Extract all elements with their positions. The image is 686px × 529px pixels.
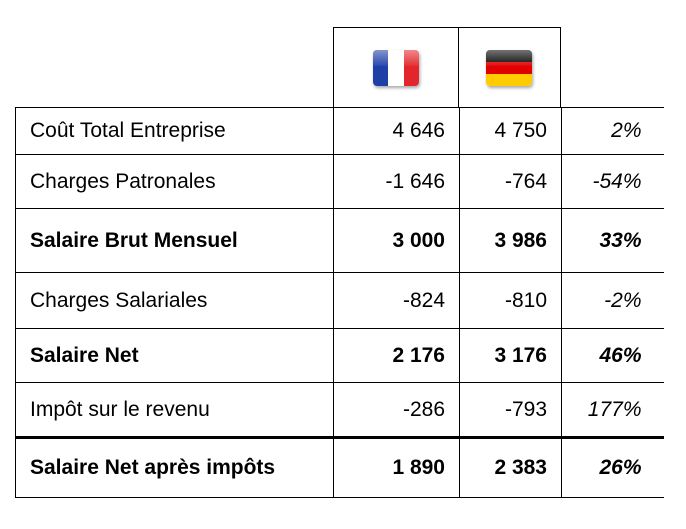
difference-percent: 177% (561, 382, 664, 438)
german-flag-icon (486, 50, 532, 86)
france-value: 4 646 (333, 107, 460, 155)
france-value: -824 (333, 272, 460, 329)
row-label: Salaire Brut Mensuel (15, 208, 334, 273)
france-value: -1 646 (333, 154, 460, 209)
france-value: 1 890 (333, 436, 460, 498)
table-row: Charges Salariales -824 -810 -2% (15, 272, 664, 329)
table-row: Impôt sur le revenu -286 -793 177% (15, 382, 664, 438)
table-row: Charges Patronales -1 646 -764 -54% (15, 154, 664, 209)
difference-percent: -54% (561, 154, 664, 209)
france-value: 3 000 (333, 208, 460, 273)
france-value: -286 (333, 382, 460, 438)
germany-header-cell (459, 27, 561, 107)
row-label: Coût Total Entreprise (15, 107, 334, 155)
france-header-cell (333, 27, 459, 107)
difference-percent: 2% (561, 107, 664, 155)
row-label: Impôt sur le revenu (15, 382, 334, 438)
table-row: Salaire Net après impôts 1 890 2 383 26% (15, 436, 664, 498)
germany-value: 3 176 (459, 328, 562, 383)
row-label: Charges Patronales (15, 154, 334, 209)
difference-percent: -2% (561, 272, 664, 329)
table-row: Salaire Net 2 176 3 176 46% (15, 328, 664, 383)
germany-value: 2 383 (459, 436, 562, 498)
row-label: Salaire Net après impôts (15, 436, 334, 498)
germany-value: -810 (459, 272, 562, 329)
table-row: Salaire Brut Mensuel 3 000 3 986 33% (15, 208, 664, 273)
germany-value: 4 750 (459, 107, 562, 155)
french-flag-icon (373, 50, 419, 86)
difference-percent: 26% (561, 436, 664, 498)
table-row: Coût Total Entreprise 4 646 4 750 2% (15, 107, 664, 155)
germany-value: -793 (459, 382, 562, 438)
difference-percent: 46% (561, 328, 664, 383)
row-label: Salaire Net (15, 328, 334, 383)
row-label: Charges Salariales (15, 272, 334, 329)
difference-percent: 33% (561, 208, 664, 273)
france-value: 2 176 (333, 328, 460, 383)
germany-value: 3 986 (459, 208, 562, 273)
salary-comparison-table: Coût Total Entreprise 4 646 4 750 2% Cha… (15, 107, 664, 498)
germany-value: -764 (459, 154, 562, 209)
